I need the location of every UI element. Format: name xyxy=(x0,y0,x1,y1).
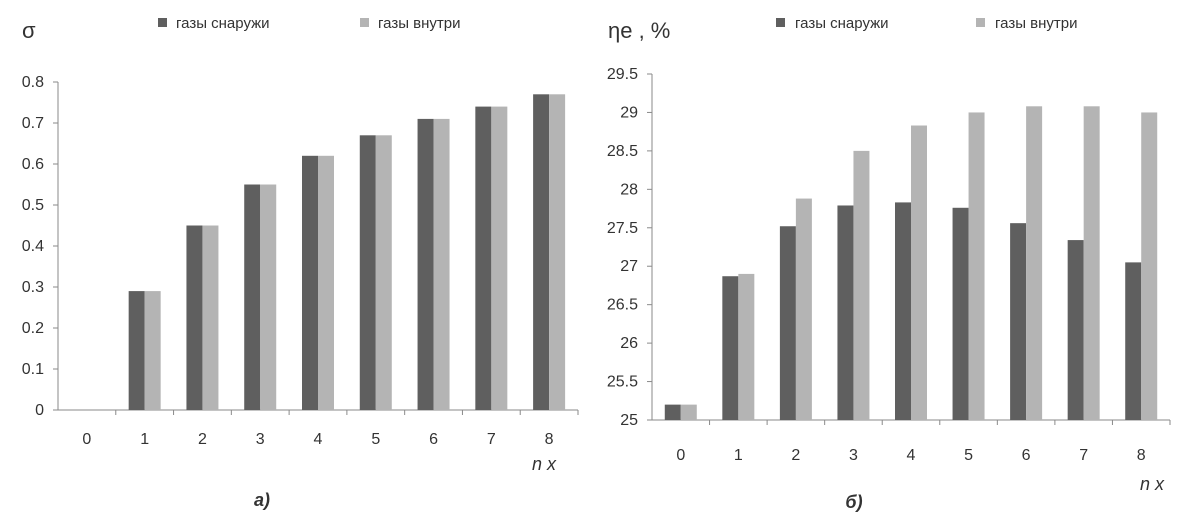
y-tick-label: 25 xyxy=(620,412,638,429)
chart-panel-1: 25 25.5 26 26.5 27 27.5 28 28.5 29 29.5 0 1 2 3 4 5 6 7 8 г… xyxy=(607,15,1171,512)
bar-series0-cat1 xyxy=(128,291,145,410)
x-tick-label: 3 xyxy=(256,431,265,448)
bar-series1-cat8 xyxy=(549,94,566,411)
bar-series1-cat0 xyxy=(680,404,697,420)
y-tick-label: 0 xyxy=(35,402,44,419)
y-tick-label: 28.5 xyxy=(607,143,638,160)
x-axis-label: n x xyxy=(1140,474,1165,494)
y-tick-label: 0.4 xyxy=(22,238,44,255)
bar-series0-cat2 xyxy=(186,225,203,410)
bar-series1-cat1 xyxy=(144,291,161,410)
panel-caption: а) xyxy=(254,490,270,510)
y-tick-label: 26 xyxy=(620,335,638,352)
x-axis-label: n x xyxy=(532,454,557,474)
legend-label: газы внутри xyxy=(995,15,1078,32)
x-tick-label: 6 xyxy=(1022,447,1031,464)
bar-series1-cat3 xyxy=(260,184,277,410)
bar-series0-cat6 xyxy=(417,118,434,411)
x-tick-label: 0 xyxy=(82,431,91,448)
y-axis-label: σ xyxy=(22,18,36,43)
y-tick-label: 25.5 xyxy=(607,374,638,391)
y-tick-label: 27 xyxy=(620,258,638,275)
x-tick-label: 7 xyxy=(487,431,496,448)
bar-series1-cat7 xyxy=(1083,106,1100,420)
bar-series1-cat6 xyxy=(433,118,450,411)
bar-series0-cat8 xyxy=(533,94,550,411)
bar-series1-cat1 xyxy=(738,273,755,420)
bar-series1-cat5 xyxy=(968,112,985,420)
bar-series0-cat1 xyxy=(722,276,739,420)
y-tick-label: 0.1 xyxy=(22,361,44,378)
bar-series0-cat2 xyxy=(779,226,796,420)
legend-swatch xyxy=(776,18,785,27)
x-tick-label: 5 xyxy=(371,431,380,448)
bar-series1-cat4 xyxy=(911,125,927,420)
legend-swatch xyxy=(360,18,369,27)
bar-series0-cat6 xyxy=(1010,223,1027,420)
bar-series0-cat5 xyxy=(359,135,376,411)
bar-series1-cat3 xyxy=(853,150,870,420)
x-tick-label: 1 xyxy=(140,431,149,448)
bar-series0-cat7 xyxy=(475,106,492,410)
y-tick-label: 0.7 xyxy=(22,115,44,132)
bar-series0-cat4 xyxy=(302,155,318,410)
bar-series1-cat4 xyxy=(318,155,334,410)
chart-panel-0: 0 0.1 0.2 0.3 0.4 0.5 0.6 0.7 0.8 0 1 2 3 4 5 6 7 8 газы с… xyxy=(22,15,579,510)
bar-series0-cat3 xyxy=(244,184,261,410)
legend-swatch xyxy=(158,18,167,27)
x-tick-label: 3 xyxy=(849,447,858,464)
y-axis-label: ηe , % xyxy=(608,18,670,43)
x-tick-label: 7 xyxy=(1079,447,1088,464)
y-tick-label: 29.5 xyxy=(607,66,638,83)
bar-series0-cat8 xyxy=(1125,262,1142,420)
legend-swatch xyxy=(976,18,985,27)
legend-label: газы снаружи xyxy=(795,15,889,32)
bar-series0-cat4 xyxy=(895,202,911,420)
bar-series1-cat2 xyxy=(202,225,219,410)
x-tick-label: 4 xyxy=(314,431,323,448)
x-tick-label: 2 xyxy=(791,447,800,464)
bar-series1-cat6 xyxy=(1026,106,1043,420)
bar-series1-cat8 xyxy=(1141,112,1158,420)
y-tick-label: 0.2 xyxy=(22,320,44,337)
bar-series0-cat5 xyxy=(952,207,969,420)
panel-caption: б) xyxy=(845,492,862,512)
legend-label: газы снаружи xyxy=(176,15,270,32)
x-tick-label: 8 xyxy=(1137,447,1146,464)
y-tick-label: 28 xyxy=(620,181,638,198)
x-tick-label: 8 xyxy=(545,431,554,448)
y-tick-label: 27.5 xyxy=(607,220,638,237)
y-tick-label: 29 xyxy=(620,104,638,121)
x-tick-label: 6 xyxy=(429,431,438,448)
x-tick-label: 1 xyxy=(734,447,743,464)
legend-label: газы внутри xyxy=(378,15,461,32)
x-tick-label: 4 xyxy=(907,447,916,464)
bar-series1-cat7 xyxy=(491,106,508,410)
y-tick-label: 0.3 xyxy=(22,279,44,296)
x-tick-label: 5 xyxy=(964,447,973,464)
bar-series1-cat2 xyxy=(795,198,812,420)
bar-series0-cat3 xyxy=(837,205,854,420)
bar-series0-cat7 xyxy=(1067,240,1084,420)
y-tick-label: 0.5 xyxy=(22,197,44,214)
x-tick-label: 0 xyxy=(676,447,685,464)
bar-series0-cat0 xyxy=(664,404,681,420)
y-tick-label: 0.8 xyxy=(22,74,44,91)
bar-series1-cat5 xyxy=(375,135,392,411)
y-tick-label: 0.6 xyxy=(22,156,44,173)
y-tick-label: 26.5 xyxy=(607,297,638,314)
x-tick-label: 2 xyxy=(198,431,207,448)
